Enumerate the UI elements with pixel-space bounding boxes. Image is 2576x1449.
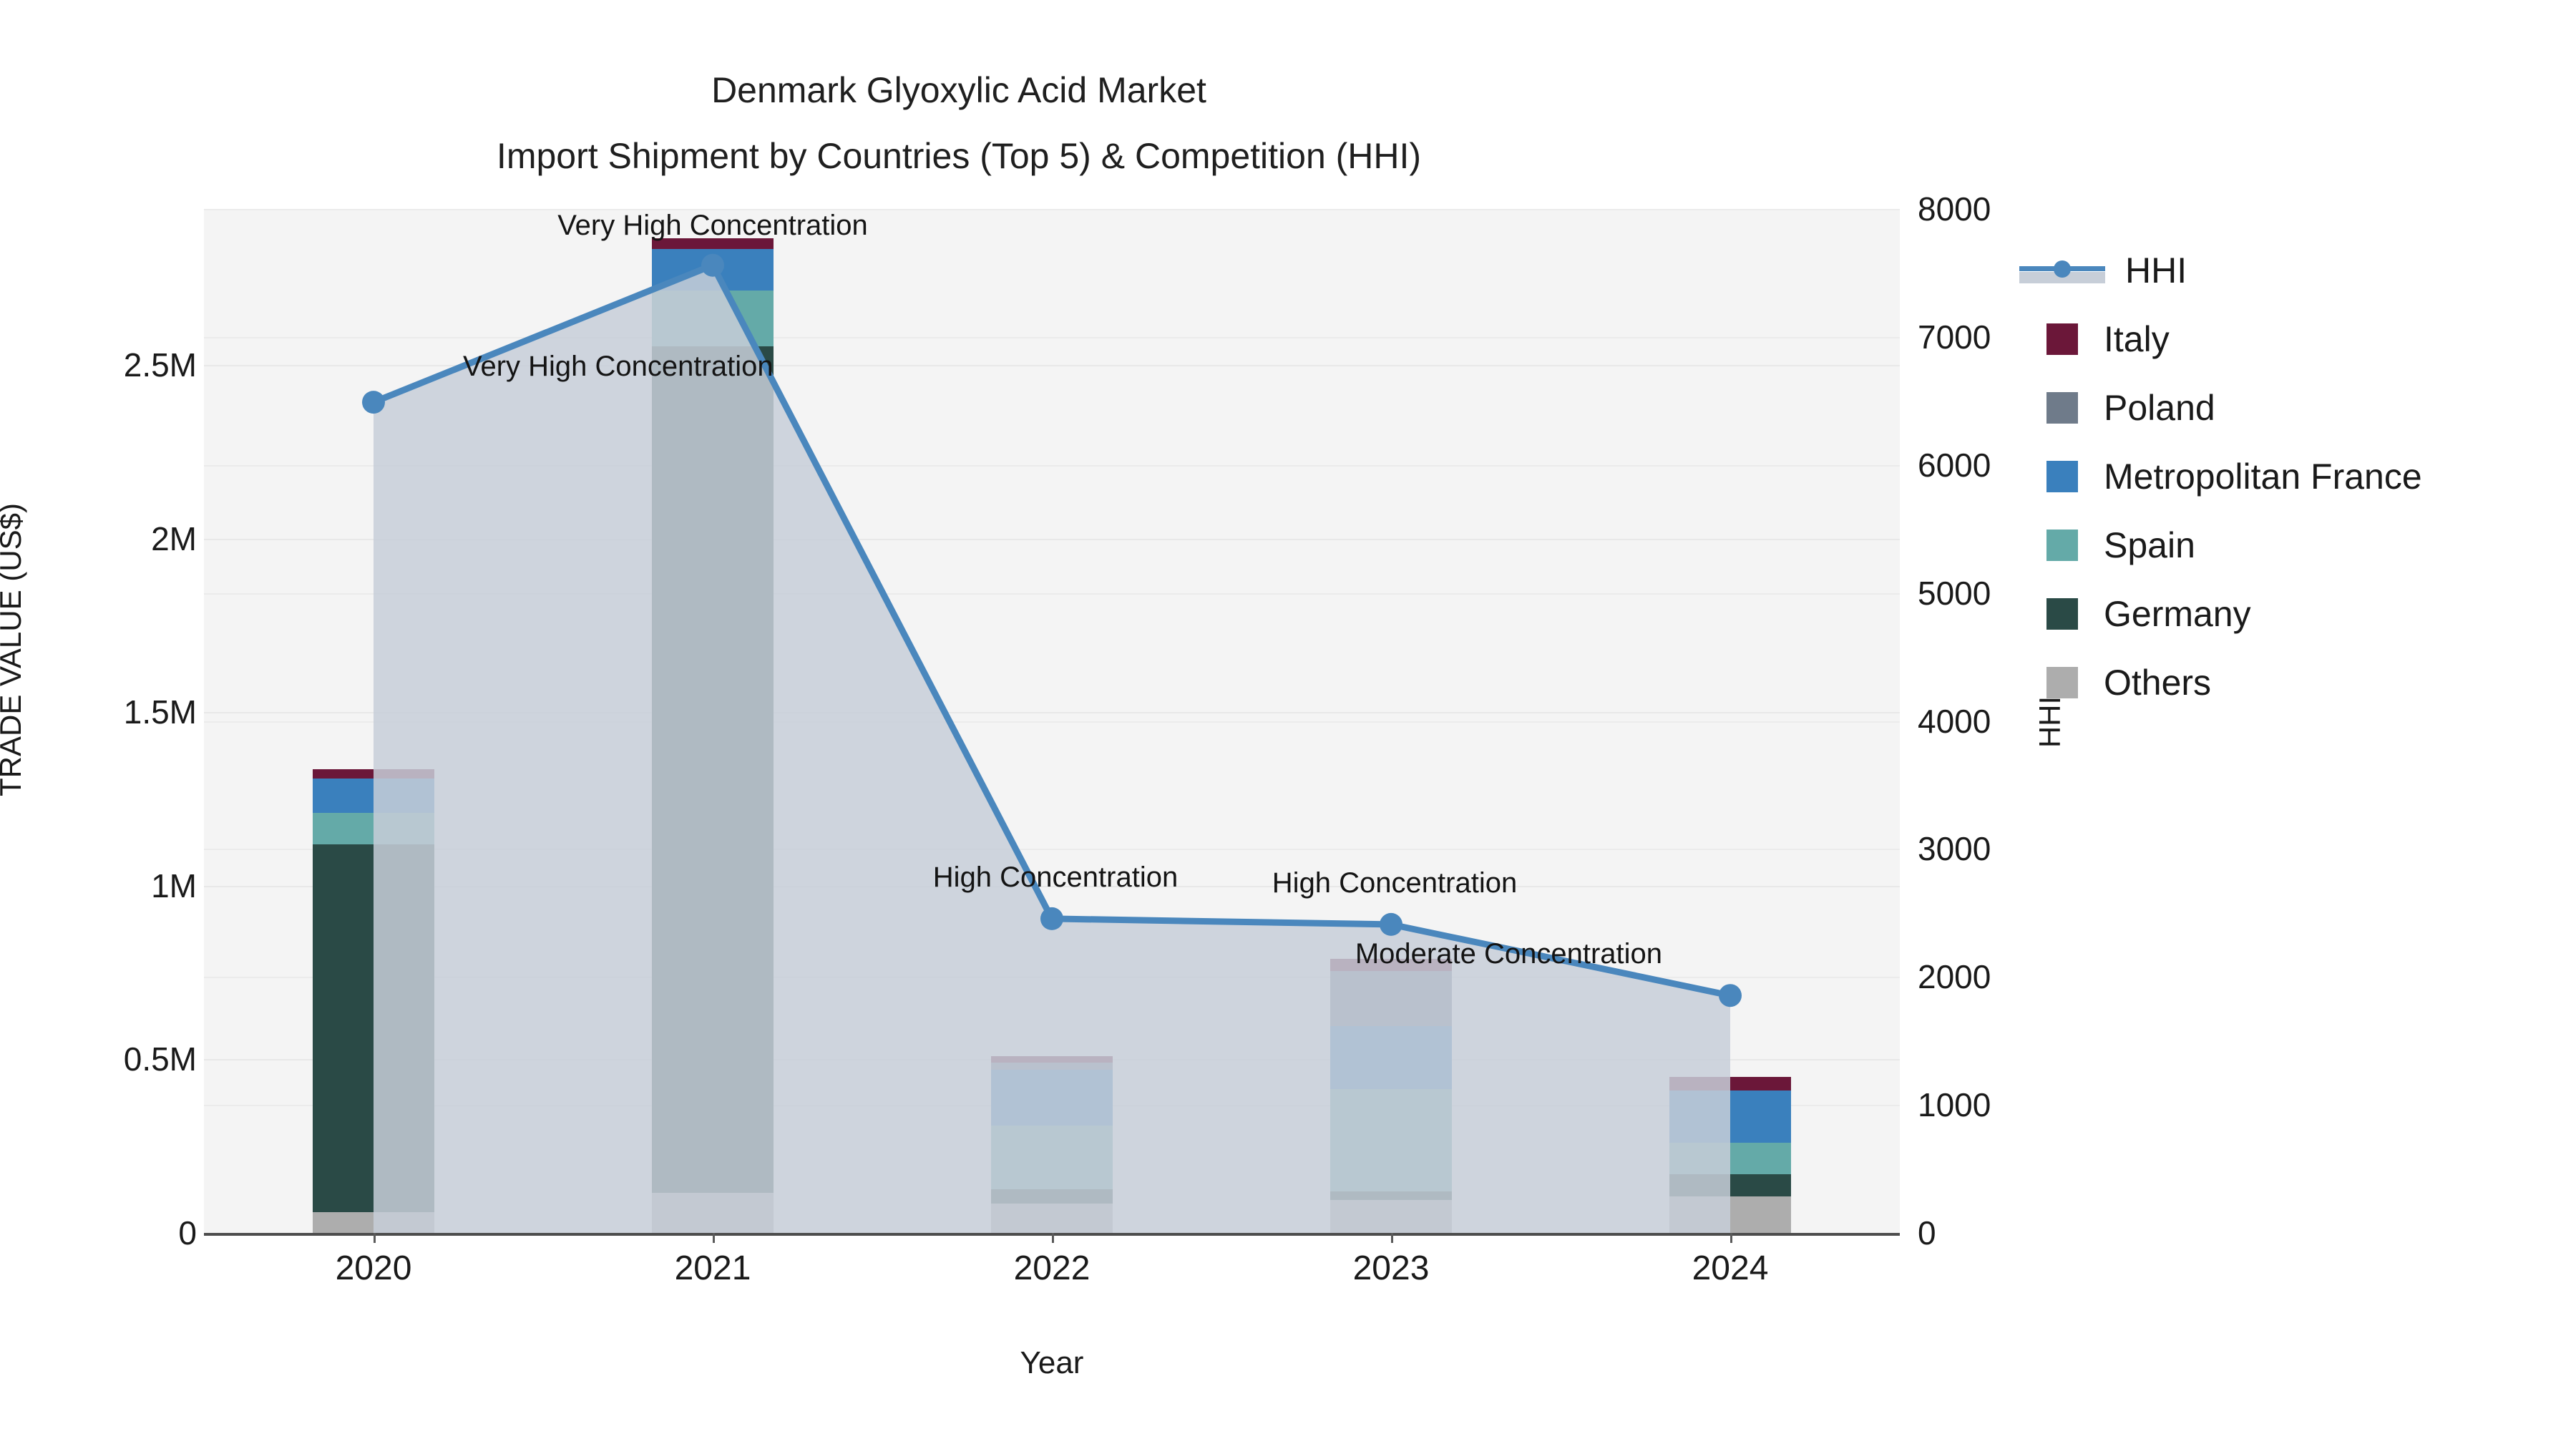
x-axis-tickmark (1730, 1233, 1732, 1243)
bar-segment-metropolitan-france[interactable] (991, 1070, 1113, 1126)
chart-subtitle: Import Shipment by Countries (Top 5) & C… (496, 136, 1422, 176)
y-axis-right-tick-label: 1000 (1918, 1086, 1991, 1124)
legend-color-swatch (2046, 461, 2078, 492)
x-axis-tick-label: 2024 (1692, 1249, 1769, 1287)
bar-segment-metropolitan-france[interactable] (652, 248, 774, 291)
page-title: Denmark Glyoxylic Acid Market (711, 70, 1206, 110)
x-axis-tick-label: 2023 (1352, 1249, 1430, 1287)
bar-segment-italy[interactable] (991, 1055, 1113, 1063)
y-axis-left-tick-label: 2M (151, 519, 197, 557)
y-axis-left-tick-label: 2.5M (123, 346, 197, 384)
legend-item-label: Others (2104, 663, 2212, 703)
legend-item-hhi[interactable]: HHI (2019, 236, 2562, 305)
legend-color-swatch (2046, 598, 2078, 630)
legend-item-label: Poland (2104, 388, 2215, 428)
x-axis-label: Year (1020, 1345, 1084, 1380)
legend-item-label: HHI (2125, 250, 2187, 291)
bar-segment-others[interactable] (1669, 1196, 1791, 1233)
x-axis-tickmark (1391, 1233, 1393, 1243)
y-axis-right-tick-label: 8000 (1918, 190, 1991, 228)
legend-line-swatch-icon (2019, 255, 2105, 286)
bar-segment-poland[interactable] (991, 1063, 1113, 1070)
y-axis-left-tick-label: 1.5M (123, 693, 197, 731)
bar-segment-others[interactable] (313, 1211, 434, 1233)
legend-item-others[interactable]: Others (2046, 648, 2562, 717)
bar-segment-poland[interactable] (1330, 970, 1452, 1027)
y-axis-right-tick-label: 0 (1918, 1214, 1936, 1252)
bar-segment-germany[interactable] (652, 346, 774, 1194)
legend-item-label: Italy (2104, 319, 2170, 359)
bar-segment-italy[interactable] (652, 238, 774, 249)
hhi-annotation-label: High Concentration (932, 861, 1179, 893)
x-axis-tick-label: 2022 (1013, 1249, 1091, 1287)
hhi-annotation-label: Moderate Concentration (1355, 938, 1662, 970)
bar-segment-germany[interactable] (1669, 1174, 1791, 1197)
hhi-annotation-label: Very High Concentration (557, 209, 868, 241)
bar-segment-germany[interactable] (991, 1189, 1113, 1204)
x-axis-tickmark (374, 1233, 376, 1243)
chart-title-block: Denmark Glyoxylic Acid Market Import Shi… (0, 57, 1918, 189)
bar-segment-spain[interactable] (1669, 1142, 1791, 1174)
bar-segment-metropolitan-france[interactable] (1669, 1091, 1791, 1143)
bar-segment-metropolitan-france[interactable] (313, 778, 434, 814)
plot-area (204, 209, 1900, 1234)
legend-item-label: Metropolitan France (2104, 457, 2422, 497)
bar-segment-spain[interactable] (313, 813, 434, 844)
bar-segment-others[interactable] (1330, 1199, 1452, 1233)
y-axis-right-tick-label: 6000 (1918, 446, 1991, 484)
bar-segment-metropolitan-france[interactable] (1330, 1026, 1452, 1089)
legend-item-poland[interactable]: Poland (2046, 374, 2562, 442)
legend-marker-dot (2054, 260, 2071, 278)
bar-segment-italy[interactable] (1669, 1076, 1791, 1091)
y-axis-left-label: TRADE VALUE (US$) (0, 503, 27, 796)
bar-segment-others[interactable] (652, 1193, 774, 1233)
legend-item-label: Spain (2104, 525, 2195, 565)
y-axis-right-tick-label: 5000 (1918, 574, 1991, 612)
legend-item-spain[interactable]: Spain (2046, 511, 2562, 580)
y-axis-right-tick-label: 7000 (1918, 318, 1991, 356)
x-axis-tickmark (1052, 1233, 1054, 1243)
bar-stack[interactable] (1330, 209, 1452, 1233)
y-axis-right-tick-label: 4000 (1918, 702, 1991, 740)
legend-item-label: Germany (2104, 594, 2251, 634)
bar-stack[interactable] (1669, 209, 1791, 1233)
x-axis-tickmark (713, 1233, 715, 1243)
bar-segment-germany[interactable] (1330, 1191, 1452, 1200)
x-axis-tick-label: 2020 (335, 1249, 412, 1287)
bar-stack[interactable] (313, 209, 434, 1233)
y-axis-left-tick-label: 0.5M (123, 1040, 197, 1078)
legend-item-italy[interactable]: Italy (2046, 305, 2562, 374)
legend: HHI Italy Poland Metropolitan France Spain Ge… (2019, 236, 2562, 717)
hhi-annotation-label: High Concentration (1272, 867, 1518, 899)
legend-area-swatch (2019, 272, 2105, 283)
y-axis-left-tick-label: 0 (178, 1214, 197, 1252)
bar-segment-spain[interactable] (991, 1125, 1113, 1190)
legend-color-swatch (2046, 667, 2078, 698)
bar-segment-spain[interactable] (1330, 1088, 1452, 1191)
bar-segment-germany[interactable] (313, 844, 434, 1212)
bar-segment-spain[interactable] (652, 291, 774, 346)
legend-color-swatch (2046, 392, 2078, 424)
legend-item-metropolitan-france[interactable]: Metropolitan France (2046, 442, 2562, 511)
y-axis-right-tick-label: 3000 (1918, 830, 1991, 868)
legend-item-germany[interactable]: Germany (2046, 580, 2562, 648)
bar-segment-others[interactable] (991, 1203, 1113, 1233)
gridline (204, 209, 1900, 210)
y-axis-left-tick-label: 1M (151, 867, 197, 904)
legend-color-swatch (2046, 530, 2078, 561)
hhi-annotation-label: Very High Concentration (463, 351, 774, 383)
x-axis-tick-label: 2021 (674, 1249, 751, 1287)
bar-segment-italy[interactable] (313, 769, 434, 779)
legend-color-swatch (2046, 323, 2078, 355)
y-axis-right-tick-label: 2000 (1918, 958, 1991, 996)
bar-stack[interactable] (991, 209, 1113, 1233)
